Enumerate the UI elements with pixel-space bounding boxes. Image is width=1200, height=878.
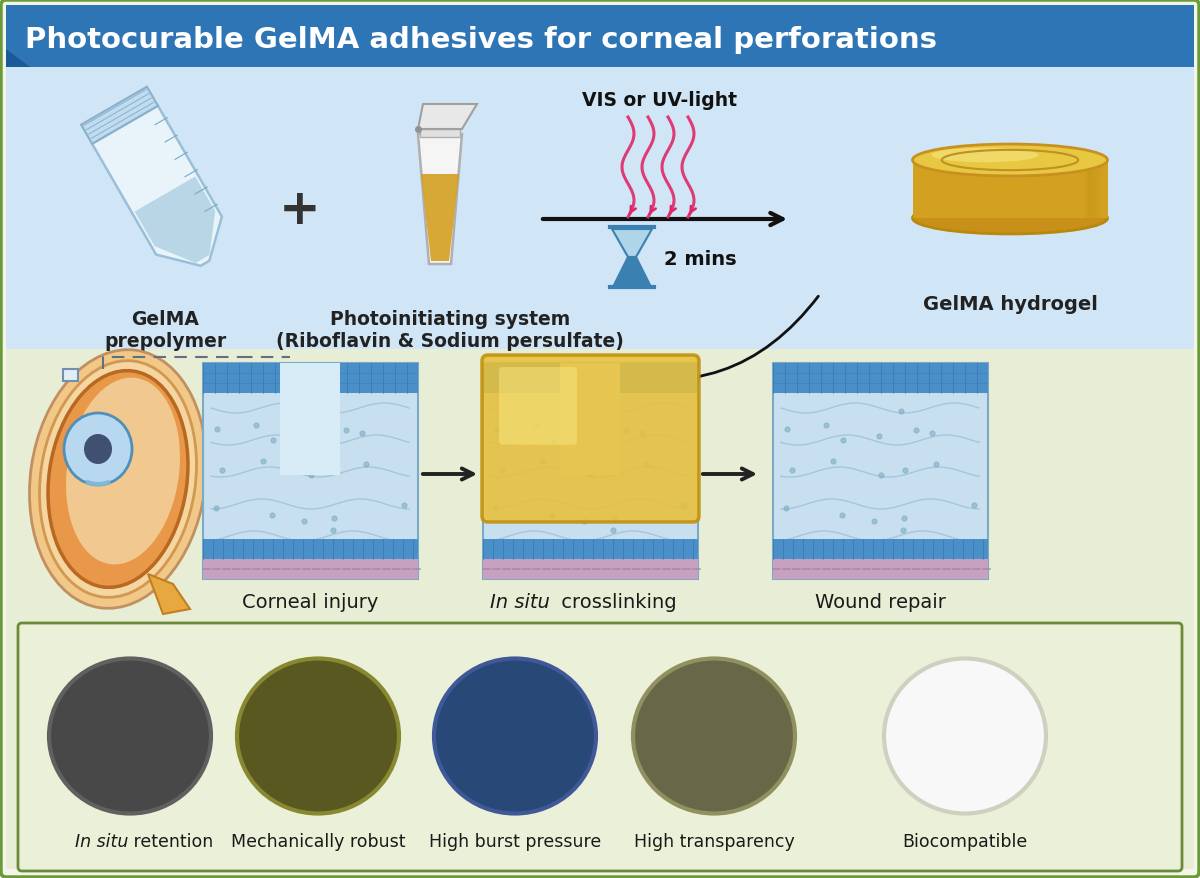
Bar xyxy=(560,363,620,476)
Polygon shape xyxy=(148,574,190,615)
Text: High burst pressure: High burst pressure xyxy=(428,832,601,850)
Bar xyxy=(203,363,418,579)
Ellipse shape xyxy=(931,148,1039,163)
Polygon shape xyxy=(614,258,650,285)
Ellipse shape xyxy=(49,658,211,814)
Bar xyxy=(773,559,988,579)
Text: Wound repair: Wound repair xyxy=(815,593,946,611)
Polygon shape xyxy=(421,175,458,262)
Polygon shape xyxy=(612,230,652,258)
Bar xyxy=(64,370,78,382)
Bar xyxy=(6,68,1194,349)
Text: Mechanically robust: Mechanically robust xyxy=(230,832,406,850)
Ellipse shape xyxy=(434,658,596,814)
FancyBboxPatch shape xyxy=(482,356,698,522)
Bar xyxy=(1092,161,1097,219)
Ellipse shape xyxy=(238,658,398,814)
Polygon shape xyxy=(134,177,215,263)
Bar xyxy=(482,539,698,559)
Bar xyxy=(420,130,460,138)
Text: In situ: In situ xyxy=(490,593,550,611)
Ellipse shape xyxy=(884,658,1046,814)
Polygon shape xyxy=(6,50,30,68)
Bar xyxy=(773,363,988,393)
Bar xyxy=(773,363,988,579)
Text: GelMA hydrogel: GelMA hydrogel xyxy=(923,295,1098,313)
FancyBboxPatch shape xyxy=(499,368,577,445)
Bar xyxy=(6,349,1194,869)
Text: crosslinking: crosslinking xyxy=(554,593,677,611)
Ellipse shape xyxy=(30,350,206,608)
Bar xyxy=(1094,161,1098,219)
Bar xyxy=(482,363,698,579)
Bar xyxy=(6,6,1194,68)
Text: retention: retention xyxy=(128,832,214,850)
Text: +: + xyxy=(280,186,320,234)
Polygon shape xyxy=(92,106,222,267)
Text: In situ: In situ xyxy=(74,832,128,850)
Bar xyxy=(482,363,698,393)
Bar xyxy=(203,559,418,579)
Text: VIS or UV-light: VIS or UV-light xyxy=(582,90,738,110)
Ellipse shape xyxy=(48,371,188,587)
Bar xyxy=(1091,161,1096,219)
Ellipse shape xyxy=(40,361,197,598)
Polygon shape xyxy=(418,104,478,130)
Bar xyxy=(1090,161,1093,219)
Polygon shape xyxy=(82,88,158,145)
Text: Corneal injury: Corneal injury xyxy=(242,593,378,611)
Ellipse shape xyxy=(84,435,112,464)
Text: 2 mins: 2 mins xyxy=(664,250,737,270)
Text: Biocompatible: Biocompatible xyxy=(902,832,1027,850)
Ellipse shape xyxy=(912,203,1108,234)
Bar xyxy=(1088,161,1092,219)
Bar xyxy=(1097,161,1102,219)
Bar xyxy=(280,363,340,476)
FancyBboxPatch shape xyxy=(18,623,1182,871)
Bar xyxy=(773,539,988,559)
Bar xyxy=(1098,161,1103,219)
Bar xyxy=(280,363,340,393)
Text: GelMA
prepolymer: GelMA prepolymer xyxy=(104,310,226,350)
Bar xyxy=(482,559,698,579)
Text: Photocurable GelMA adhesives for corneal perforations: Photocurable GelMA adhesives for corneal… xyxy=(25,26,937,54)
Bar xyxy=(1085,161,1090,219)
Ellipse shape xyxy=(64,414,132,486)
Bar xyxy=(203,363,418,393)
Polygon shape xyxy=(418,135,462,264)
Ellipse shape xyxy=(66,378,180,565)
Bar xyxy=(1086,161,1091,219)
Bar xyxy=(560,363,620,393)
Bar xyxy=(1096,161,1099,219)
Text: Photoinitiating system
(Riboflavin & Sodium persulfate): Photoinitiating system (Riboflavin & Sod… xyxy=(276,310,624,350)
Text: High transparency: High transparency xyxy=(634,832,794,850)
Bar xyxy=(913,161,1108,219)
Ellipse shape xyxy=(912,145,1108,176)
Bar xyxy=(203,539,418,559)
Ellipse shape xyxy=(634,658,796,814)
